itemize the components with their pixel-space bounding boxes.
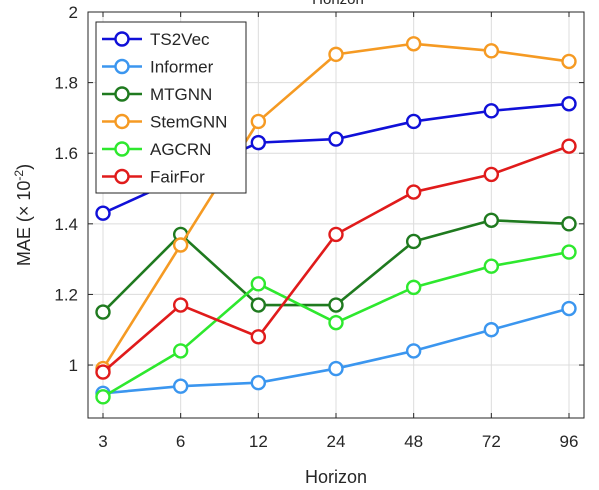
data-point: [483, 212, 500, 228]
data-point: [328, 297, 344, 313]
x-tick-label: 24: [327, 432, 346, 451]
data-point: [95, 304, 111, 320]
x-tick-label: 12: [249, 432, 268, 451]
legend: TS2Vec Informer MTGNN StemGNN AGCRN FairFor: [95, 21, 247, 194]
legend-label: TS2Vec: [150, 30, 210, 49]
y-axis-label: MAE (× 10-2): [12, 164, 34, 266]
data-point: [250, 374, 267, 391]
series-agcrn: [95, 244, 577, 405]
y-tick-label: 1.4: [54, 215, 78, 234]
data-point: [561, 244, 577, 260]
data-point: [328, 314, 344, 331]
y-tick-label: 1.2: [54, 285, 78, 304]
data-point: [172, 297, 189, 313]
x-tick-label: 3: [98, 432, 107, 451]
legend-swatch-marker: [114, 141, 130, 157]
y-tick-label: 2: [69, 3, 78, 22]
data-point: [483, 43, 500, 59]
data-point: [95, 364, 111, 380]
legend-item-mtgnn: MTGNN: [102, 85, 212, 104]
legend-label: MTGNN: [150, 85, 212, 104]
data-point: [561, 96, 577, 112]
legend-swatch-marker: [114, 168, 130, 185]
x-tick-label: 48: [404, 432, 423, 451]
data-point: [328, 46, 344, 63]
x-axis-label: Horizon: [305, 467, 367, 487]
data-point: [250, 276, 267, 292]
series-fairfor: [95, 138, 577, 380]
x-tick-label: 96: [560, 432, 579, 451]
legend-item-ts2vec: TS2Vec: [102, 30, 210, 49]
y-tick-label: 1.6: [54, 144, 78, 163]
data-point: [95, 389, 111, 405]
y-tick-label: 1.8: [54, 74, 78, 93]
legend-swatch-marker: [114, 31, 130, 47]
legend-swatch-marker: [114, 86, 130, 102]
legend-box: [95, 21, 247, 194]
data-point: [250, 113, 267, 130]
y-tick-label: 1: [69, 356, 78, 375]
data-point: [172, 343, 189, 359]
x-tick-label: 6: [176, 432, 185, 451]
y-axis-label-main: MAE (× 10: [14, 181, 34, 267]
data-point: [405, 279, 422, 296]
series-group: [95, 36, 577, 405]
data-point: [405, 113, 422, 130]
data-point: [250, 329, 267, 345]
data-point: [250, 297, 267, 313]
data-point: [172, 237, 189, 253]
data-point: [483, 166, 500, 183]
x-tick-label: 72: [482, 432, 501, 451]
legend-swatch-marker: [114, 113, 130, 130]
data-point: [172, 378, 189, 394]
legend-item-informer: Informer: [102, 58, 214, 77]
data-point: [483, 103, 500, 119]
legend-swatch-marker: [114, 58, 130, 75]
y-axis-label-suffix: ): [14, 164, 34, 170]
data-point: [328, 131, 344, 147]
data-point: [561, 216, 577, 232]
data-point: [561, 138, 577, 154]
legend-label: AGCRN: [150, 140, 211, 159]
data-point: [328, 360, 344, 377]
axis-ticks: 3 6 12 24 48 72 96 1 1.2 1.4 1.6 1.8 2: [54, 3, 584, 451]
data-point: [483, 322, 500, 338]
data-point: [483, 258, 500, 274]
data-point: [95, 205, 111, 221]
data-point: [405, 343, 422, 359]
y-axis-label-exponent: -2: [12, 170, 26, 181]
legend-label: Informer: [150, 58, 214, 77]
data-point: [250, 134, 267, 151]
legend-item-stemgnn: StemGNN: [102, 113, 227, 132]
legend-item-agcrn: AGCRN: [102, 140, 211, 159]
legend-label: StemGNN: [150, 113, 227, 132]
legend-item-fairfor: FairFor: [102, 168, 205, 187]
data-point: [328, 226, 344, 243]
data-point: [405, 36, 422, 52]
data-point: [405, 184, 422, 200]
legend-label: FairFor: [150, 168, 205, 187]
chart-title: Horizon: [312, 0, 364, 8]
data-point: [561, 53, 577, 70]
data-point: [561, 300, 577, 317]
data-point: [405, 233, 422, 250]
